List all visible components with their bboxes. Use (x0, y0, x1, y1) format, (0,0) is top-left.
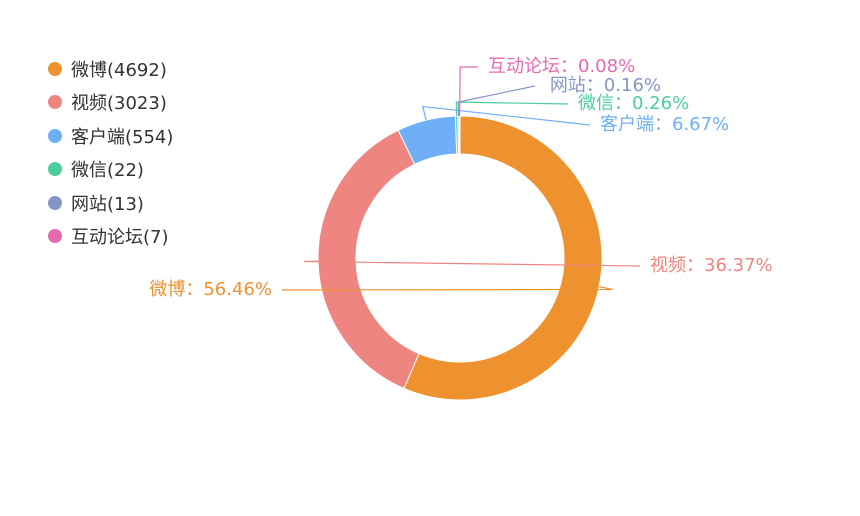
legend-item[interactable]: 互动论坛(7) (48, 220, 173, 254)
pie-slice[interactable] (317, 129, 420, 390)
slice-data-label: 微信：0.26% (578, 93, 689, 114)
legend-item[interactable]: 网站(13) (48, 186, 173, 220)
chart-legend: 微博(4692) 视频(3023) 客户端(554) 微信(22) 网站(13) 互动论坛… (48, 52, 173, 253)
slice-data-label: 客户端：6.67% (600, 114, 729, 135)
slice-data-label: 微博：56.46% (149, 279, 272, 300)
pie-slice[interactable] (403, 115, 603, 401)
legend-label: 网站(13) (71, 193, 144, 215)
label-leader-line (281, 286, 613, 291)
legend-label: 微信(22) (71, 160, 144, 182)
legend-item[interactable]: 微博(4692) (48, 52, 173, 86)
slice-data-label: 视频：36.37% (650, 255, 773, 276)
legend-marker (48, 128, 62, 143)
pie-slice[interactable] (458, 115, 461, 155)
legend-item[interactable]: 客户端(554) (48, 119, 173, 153)
legend-label: 互动论坛(7) (71, 227, 169, 249)
legend-label: 视频(3023) (71, 93, 167, 115)
slice-data-label: 互动论坛：0.08% (488, 56, 635, 77)
legend-marker (48, 229, 62, 244)
label-leader-line (455, 101, 569, 117)
legend-label: 微博(4692) (71, 59, 167, 81)
slice-data-label: 网站：0.16% (550, 75, 661, 96)
label-leader-line (304, 260, 641, 267)
label-leader-line (457, 85, 536, 117)
legend-marker (48, 195, 62, 210)
label-leader-line (459, 66, 478, 117)
legend-label: 客户端(554) (71, 126, 174, 148)
legend-marker (48, 162, 62, 177)
legend-marker (48, 61, 62, 76)
legend-item[interactable]: 微信(22) (48, 153, 173, 187)
legend-marker (48, 95, 62, 110)
legend-item[interactable]: 视频(3023) (48, 86, 173, 120)
label-leader-line (421, 105, 591, 126)
